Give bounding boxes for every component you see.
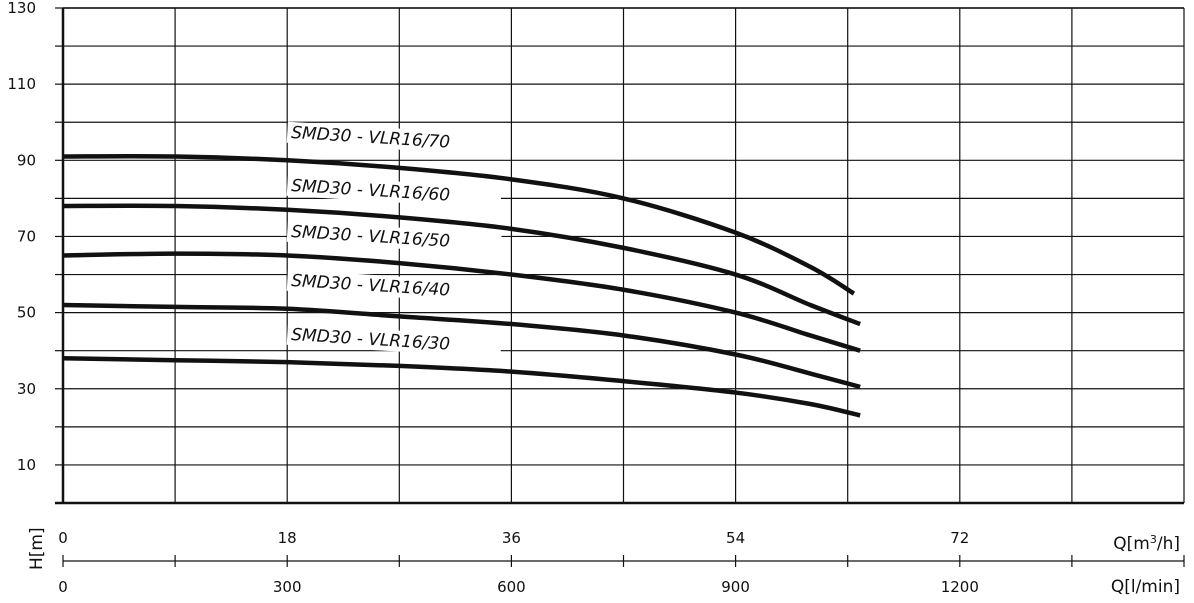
x-tick-label-secondary: 600 bbox=[497, 578, 526, 596]
y-tick-label: 90 bbox=[17, 151, 36, 169]
x-tick-label-secondary: 0 bbox=[58, 578, 68, 596]
y-tick-label: 50 bbox=[17, 304, 36, 322]
series-label: SMD30 - VLR16/40 bbox=[291, 271, 451, 301]
x-tick-label-secondary: 1200 bbox=[941, 578, 979, 596]
series-label-backing bbox=[286, 323, 502, 358]
x-tick-label-primary: 72 bbox=[950, 529, 969, 547]
series-label-backing bbox=[286, 174, 502, 209]
grid bbox=[55, 7, 1185, 503]
series-line bbox=[62, 203, 861, 327]
series-label-group: SMD30 - VLR16/70 bbox=[286, 121, 502, 156]
series-labels: SMD30 - VLR16/70 SMD30 - VLR16/60 SMD30 - … bbox=[286, 121, 502, 358]
x-axis-title-secondary: Q[l/min] bbox=[1111, 577, 1180, 597]
series-line bbox=[62, 302, 861, 390]
x-axis-title-primary: Q[m3/h] bbox=[1113, 533, 1180, 554]
tick-labels: 10 30 50 70 90 110 130 0 18 36 54 72 0 300 600 900 1200 bbox=[7, 0, 979, 596]
series-label-backing bbox=[286, 269, 502, 304]
x-tick-label-secondary: 300 bbox=[273, 578, 302, 596]
series-label-group: SMD30 - VLR16/30 bbox=[286, 323, 502, 358]
y-tick-label: 110 bbox=[7, 75, 36, 93]
series-lines bbox=[62, 153, 861, 418]
series-label-backing bbox=[286, 121, 502, 156]
x-tick-label-secondary: 900 bbox=[721, 578, 750, 596]
series-label-backing bbox=[286, 220, 502, 255]
x-tick-label-primary: 36 bbox=[502, 529, 521, 547]
series-line bbox=[62, 153, 856, 296]
x-tick-label-primary: 54 bbox=[726, 529, 745, 547]
series-label: SMD30 - VLR16/60 bbox=[291, 176, 451, 206]
y-tick-label: 70 bbox=[17, 227, 36, 245]
y-axis-title: H[m] bbox=[27, 527, 47, 570]
axes bbox=[55, 8, 1185, 567]
series-label-group: SMD30 - VLR16/60 bbox=[286, 174, 502, 209]
y-tick-label: 130 bbox=[7, 0, 36, 17]
series-line bbox=[62, 356, 861, 418]
y-tick-label: 10 bbox=[17, 456, 36, 474]
x-tick-label-primary: 18 bbox=[278, 529, 297, 547]
series-label: SMD30 - VLR16/70 bbox=[291, 123, 451, 153]
y-tick-label: 30 bbox=[17, 380, 36, 398]
series-line bbox=[62, 251, 861, 353]
series-label: SMD30 - VLR16/50 bbox=[291, 222, 451, 252]
x-tick-label-primary: 0 bbox=[58, 529, 68, 547]
